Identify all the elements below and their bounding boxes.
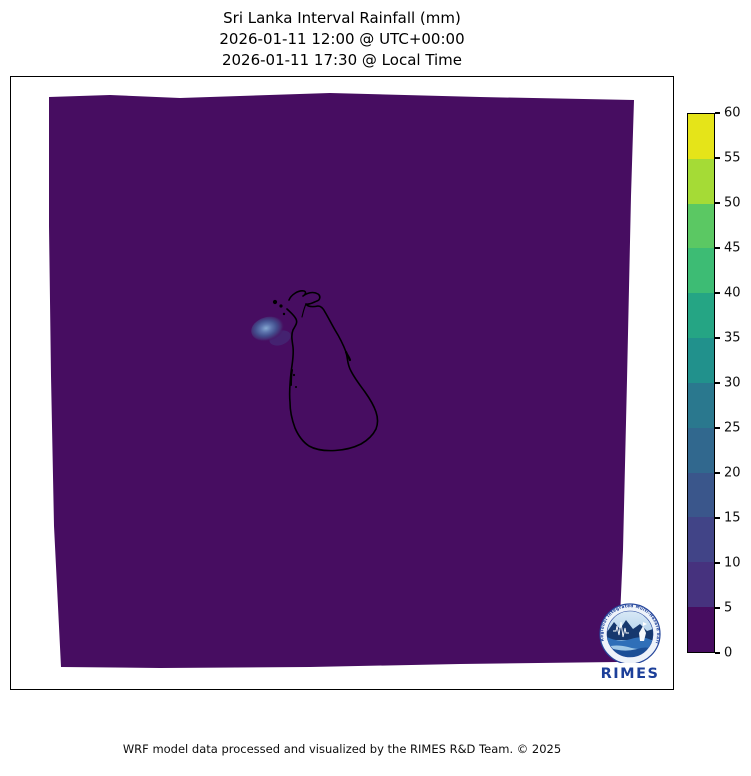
map-axes: Regional Integrated Multi-Hazard Early W… bbox=[10, 76, 674, 690]
west-coast-detail bbox=[290, 369, 293, 386]
colorbar-band-45-50 bbox=[688, 203, 714, 249]
rain-cell bbox=[251, 316, 285, 342]
colorbar-tickmark-20 bbox=[715, 472, 720, 474]
colorbar-tickmark-50 bbox=[715, 202, 720, 204]
colorbar-ticklabel-0: 0 bbox=[724, 645, 733, 661]
colorbar-band-50-55 bbox=[688, 158, 714, 204]
colorbar-band-20-25 bbox=[688, 427, 714, 473]
colorbar-ticklabel-25: 25 bbox=[724, 420, 741, 436]
colorbar-bands bbox=[687, 113, 715, 653]
colorbar-ticklabel-30: 30 bbox=[724, 375, 741, 391]
island-fragment bbox=[292, 373, 296, 377]
colorbar-tickmark-5 bbox=[715, 607, 720, 609]
colorbar-band-5-10 bbox=[688, 562, 714, 608]
colorbar-ticklabel-40: 40 bbox=[724, 285, 741, 301]
colorbar-tickmark-25 bbox=[715, 427, 720, 429]
colorbar-ticklabel-60: 60 bbox=[724, 105, 741, 121]
rainfall-map: Regional Integrated Multi-Hazard Early W… bbox=[49, 93, 663, 682]
colorbar-tickmark-40 bbox=[715, 292, 720, 294]
title-line-3: 2026-01-11 17:30 @ Local Time bbox=[221, 51, 463, 69]
colorbar-ticklabel-15: 15 bbox=[724, 510, 741, 526]
colorbar-band-55-60 bbox=[688, 114, 714, 159]
colorbar-band-40-45 bbox=[688, 248, 714, 294]
logo-figure bbox=[639, 626, 646, 641]
east-coast-detail bbox=[344, 350, 352, 362]
wrf-domain-fill bbox=[49, 93, 634, 668]
colorbar-ticklabel-35: 35 bbox=[724, 330, 741, 346]
colorbar-band-25-30 bbox=[688, 382, 714, 428]
logo-name-plate bbox=[597, 663, 663, 682]
colorbar-ticklabel-5: 5 bbox=[724, 600, 733, 616]
rimes-logo-name: RIMES bbox=[601, 666, 660, 682]
island-fragment bbox=[279, 304, 283, 308]
colorbar-band-15-20 bbox=[688, 472, 714, 518]
colorbar-ticklabel-45: 45 bbox=[724, 240, 741, 256]
logo-seismogram bbox=[613, 621, 629, 638]
island-fragment bbox=[282, 312, 286, 316]
colorbar-tickmark-10 bbox=[715, 562, 720, 564]
colorbar-ticklabel-50: 50 bbox=[724, 195, 741, 211]
plot-title: Sri Lanka Interval Rainfall (mm) 2026-01… bbox=[10, 8, 674, 71]
colorbar-ticklabel-20: 20 bbox=[724, 465, 741, 481]
jaffna-lagoon-line bbox=[301, 303, 307, 318]
colorbar-ticklabel-10: 10 bbox=[724, 555, 741, 571]
footer-credit: WRF model data processed and visualized … bbox=[122, 742, 562, 756]
colorbar-tickmark-15 bbox=[715, 517, 720, 519]
rimes-logo: Regional Integrated Multi-Hazard Early W… bbox=[597, 603, 663, 682]
colorbar: 0 5 10 15 20 25 30 35 40 45 50 55 60 bbox=[687, 107, 751, 660]
colorbar-band-35-40 bbox=[688, 293, 714, 339]
colorbar-tickmark-45 bbox=[715, 247, 720, 249]
colorbar-tickmark-60 bbox=[715, 112, 720, 114]
island-fragment bbox=[272, 299, 278, 305]
colorbar-tickmark-55 bbox=[715, 157, 720, 159]
logo-figure-flag bbox=[643, 622, 647, 626]
colorbar-ticklabel-55: 55 bbox=[724, 150, 741, 166]
colorbar-tickmark-0 bbox=[715, 652, 720, 654]
colorbar-tickmark-35 bbox=[715, 337, 720, 339]
colorbar-band-0-5 bbox=[688, 607, 714, 652]
colorbar-tickmark-30 bbox=[715, 382, 720, 384]
island-fragment bbox=[295, 386, 297, 388]
title-line-1: Sri Lanka Interval Rainfall (mm) bbox=[223, 9, 461, 27]
title-line-2: 2026-01-11 12:00 @ UTC+00:00 bbox=[219, 30, 465, 48]
colorbar-band-30-35 bbox=[688, 338, 714, 383]
colorbar-band-10-15 bbox=[688, 517, 714, 563]
